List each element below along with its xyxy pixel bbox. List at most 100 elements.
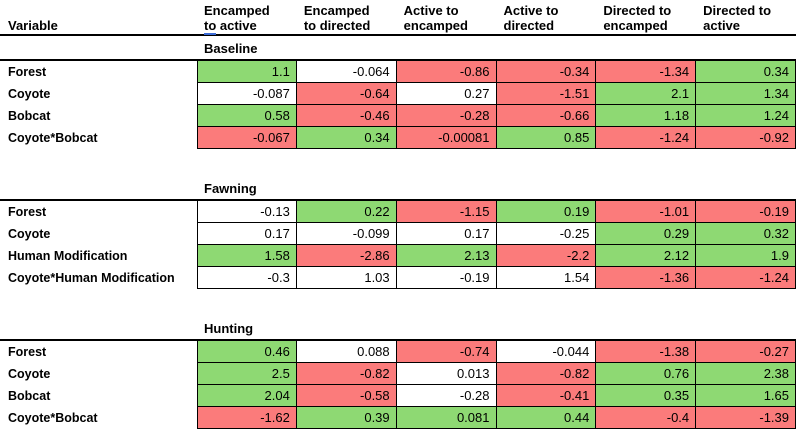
value-cell: 1.54: [496, 267, 597, 289]
value-cell: -0.067: [197, 127, 297, 149]
section-title: Hunting: [204, 321, 254, 336]
value-cell: 0.17: [197, 223, 297, 245]
section-fawning: Fawning Forest -0.13 0.22 -1.15 0.19 -1.01 -0.1…: [0, 176, 796, 289]
value-cell: 0.76: [596, 363, 697, 385]
table-row: Coyote 2.5 -0.82 0.013 -0.82 0.76 2.38: [0, 363, 796, 385]
value-cell: 2.1: [596, 83, 697, 105]
value-cell: -0.86: [396, 61, 497, 83]
row-label: Bobcat: [8, 109, 51, 123]
row-label: Human Modification: [8, 249, 128, 263]
value-cell: -0.66: [496, 105, 597, 127]
value-cell: -0.099: [296, 223, 397, 245]
value-cell: 0.081: [396, 407, 497, 429]
row-label: Coyote: [8, 87, 51, 101]
value-cell: -1.51: [496, 83, 597, 105]
value-cell: 1.1: [197, 61, 297, 83]
row-label: Forest: [8, 345, 47, 359]
value-cell: -0.74: [396, 341, 497, 363]
value-cell: -0.41: [496, 385, 597, 407]
table-row: Forest 1.1 -0.064 -0.86 -0.34 -1.34 0.34: [0, 61, 796, 83]
section-title: Fawning: [204, 181, 257, 196]
value-cell: -0.82: [296, 363, 397, 385]
value-cell: 2.12: [596, 245, 697, 267]
value-cell: -0.27: [696, 341, 796, 363]
value-cell: -0.82: [496, 363, 597, 385]
table-header-row: Variable Encamped to active Encamped to dir…: [0, 0, 796, 36]
value-cell: -1.24: [596, 127, 697, 149]
section-rows: Forest 0.46 0.088 -0.74 -0.044 -1.38 -0.27 Coyo…: [0, 339, 796, 429]
value-cell: -1.38: [596, 341, 697, 363]
value-cell: 0.32: [696, 223, 796, 245]
column-header: Encamped to directed: [303, 3, 371, 33]
value-cell: 0.44: [496, 407, 597, 429]
row-label: Coyote: [8, 367, 51, 381]
table-row: Coyote 0.17 -0.099 0.17 -0.25 0.29 0.32: [0, 223, 796, 245]
row-label: Bobcat: [8, 389, 51, 403]
section-title-row: Baseline: [0, 36, 796, 59]
row-label: Coyote*Bobcat: [8, 131, 98, 145]
value-cell: 2.13: [396, 245, 497, 267]
value-cell: 1.03: [296, 267, 397, 289]
value-cell: 0.013: [396, 363, 497, 385]
column-header: Directed to encamped: [603, 3, 672, 33]
value-cell: 0.19: [496, 201, 597, 223]
value-cell: 0.35: [596, 385, 697, 407]
table-row: Bobcat 2.04 -0.58 -0.28 -0.41 0.35 1.65: [0, 385, 796, 407]
section-baseline: Baseline Forest 1.1 -0.064 -0.86 -0.34 -1.34 0.…: [0, 36, 796, 149]
row-label: Coyote*Human Modification: [8, 271, 175, 285]
value-cell: 2.5: [197, 363, 297, 385]
value-cell: 1.18: [596, 105, 697, 127]
value-cell: -0.13: [197, 201, 297, 223]
value-cell: -0.92: [696, 127, 796, 149]
value-cell: -0.3: [197, 267, 297, 289]
table-row: Coyote*Human Modification -0.3 1.03 -0.19 1.…: [0, 267, 796, 289]
value-cell: 1.34: [696, 83, 796, 105]
section-title: Baseline: [204, 41, 258, 56]
value-cell: -0.64: [296, 83, 397, 105]
value-cell: -1.24: [696, 267, 796, 289]
value-cell: -0.25: [496, 223, 597, 245]
row-label: Coyote: [8, 227, 51, 241]
variable-column-header: Variable: [8, 18, 58, 33]
value-cell: 0.58: [197, 105, 297, 127]
value-cell: 0.34: [696, 61, 796, 83]
row-label: Coyote*Bobcat: [8, 411, 98, 425]
row-label: Forest: [8, 65, 47, 79]
value-cell: -0.46: [296, 105, 397, 127]
section-hunting: Hunting Forest 0.46 0.088 -0.74 -0.044 -1.38 -0…: [0, 316, 796, 429]
value-cell: -1.34: [596, 61, 697, 83]
value-cell: 0.27: [396, 83, 497, 105]
value-cell: 0.34: [296, 127, 397, 149]
value-cell: -0.064: [296, 61, 397, 83]
value-cell: -0.19: [696, 201, 796, 223]
value-cell: -0.28: [396, 105, 497, 127]
section-title-row: Hunting: [0, 316, 796, 339]
value-cell: -0.19: [396, 267, 497, 289]
value-cell: 1.65: [696, 385, 796, 407]
column-header: Directed to active: [703, 3, 772, 33]
value-cell: 2.04: [197, 385, 297, 407]
value-cell: -1.36: [596, 267, 697, 289]
value-cell: -0.58: [296, 385, 397, 407]
value-cell: 0.39: [296, 407, 397, 429]
value-cell: 2.38: [696, 363, 796, 385]
value-cell: -0.34: [496, 61, 597, 83]
value-cell: -1.39: [696, 407, 796, 429]
value-cell: -1.62: [197, 407, 297, 429]
column-header: Encamped to active: [204, 3, 270, 35]
value-cell: 0.22: [296, 201, 397, 223]
value-cell: -0.044: [496, 341, 597, 363]
value-cell: -1.15: [396, 201, 497, 223]
column-header: Active to directed: [503, 3, 559, 33]
value-cell: 0.17: [396, 223, 497, 245]
section-rows: Forest -0.13 0.22 -1.15 0.19 -1.01 -0.19 Coyote…: [0, 199, 796, 289]
value-cell: 1.58: [197, 245, 297, 267]
table-row: Forest -0.13 0.22 -1.15 0.19 -1.01 -0.19: [0, 201, 796, 223]
value-cell: -0.4: [596, 407, 697, 429]
table-row: Bobcat 0.58 -0.46 -0.28 -0.66 1.18 1.24: [0, 105, 796, 127]
value-cell: 1.9: [696, 245, 796, 267]
section-title-row: Fawning: [0, 176, 796, 199]
row-label: Forest: [8, 205, 47, 219]
value-cell: 0.46: [197, 341, 297, 363]
